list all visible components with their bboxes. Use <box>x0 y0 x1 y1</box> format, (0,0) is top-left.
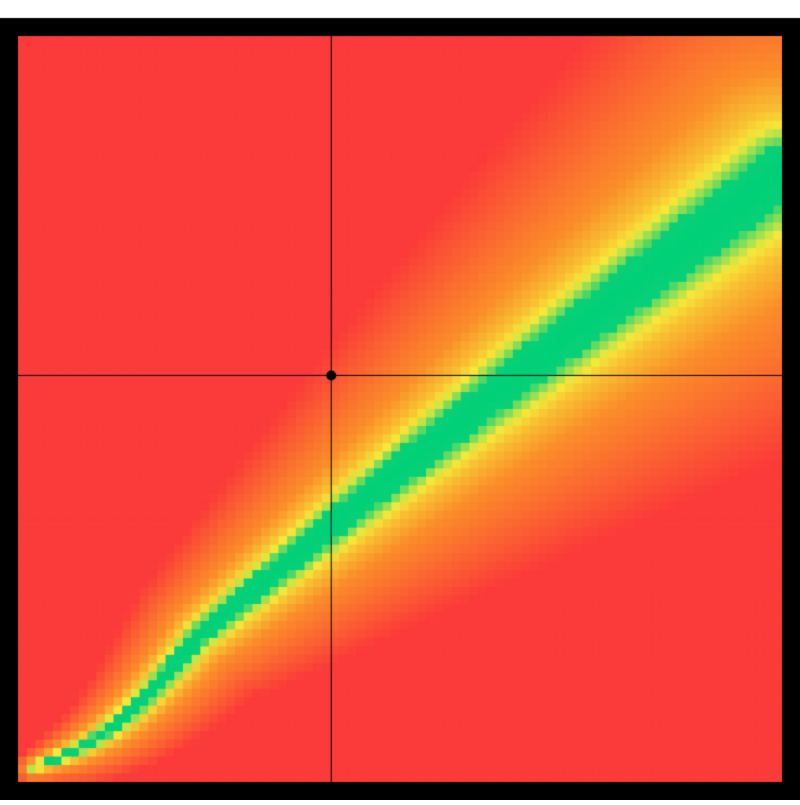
chart-container: TheBottleneck.com <box>0 0 800 800</box>
heatmap-canvas <box>0 0 800 800</box>
heatmap-canvas-holder <box>0 0 800 805</box>
